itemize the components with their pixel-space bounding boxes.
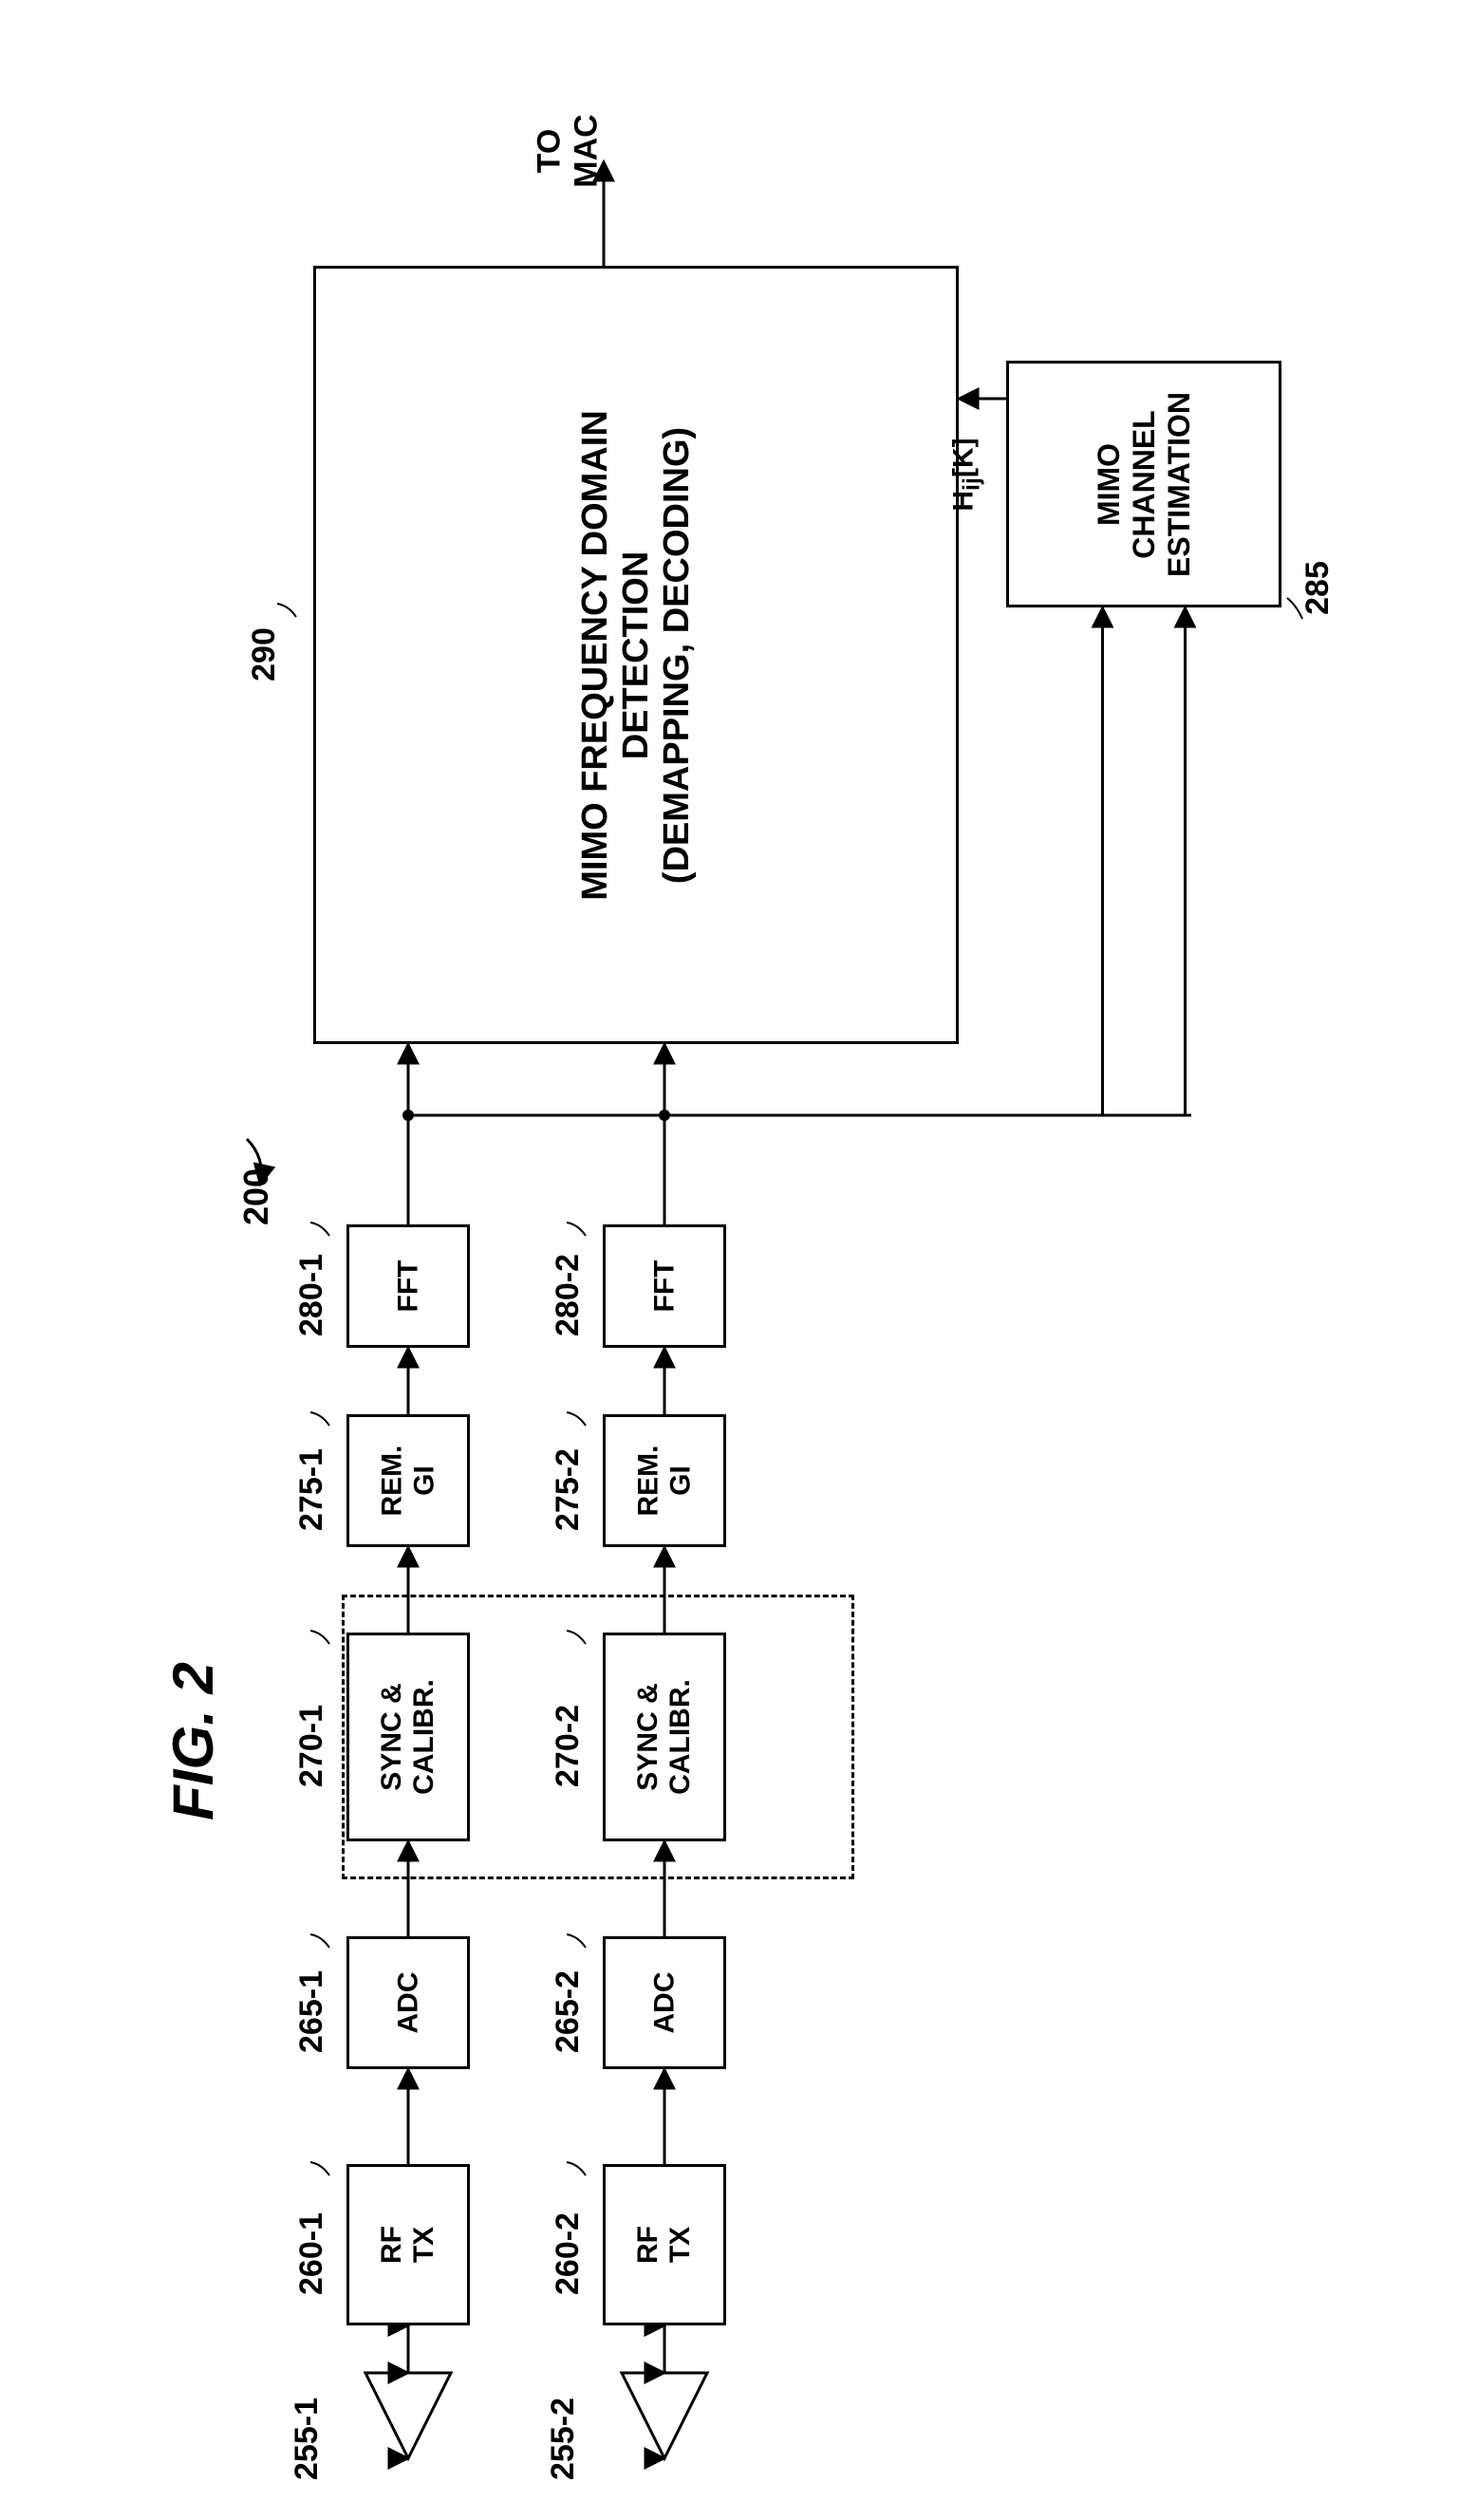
sync-ref: 270-2 — [550, 1705, 587, 1787]
system-ref-label: 200 — [236, 1168, 276, 1225]
rf-label: RF TX — [632, 2226, 697, 2264]
rem-ref: 275-2 — [550, 1448, 587, 1531]
adc-block: ADC — [346, 1936, 470, 2069]
fft-ref: 280-1 — [293, 1254, 330, 1336]
sync-block: SYNC & CALIBR. — [346, 1633, 470, 1841]
adc-ref: 265-1 — [293, 1970, 330, 2053]
estimation-label: MIMOCHANNELESTIMATION — [1091, 392, 1196, 577]
fft-ref: 280-2 — [550, 1254, 587, 1336]
rf-block: RF TX — [603, 2164, 726, 2325]
rem-label: REM. GI — [376, 1446, 440, 1517]
adc-ref: 265-2 — [550, 1970, 587, 2053]
estimation-ref: 285 — [1299, 561, 1337, 615]
estimation-block: MIMOCHANNELESTIMATION — [1006, 361, 1281, 607]
rf-ref: 260-1 — [293, 2212, 330, 2295]
sync-label: SYNC & CALIBR. — [632, 1679, 697, 1795]
adc-label: ADC — [648, 1972, 681, 2034]
rem-label: REM. GI — [632, 1446, 697, 1517]
adc-label: ADC — [392, 1972, 424, 2034]
antenna-ref: 255-2 — [545, 2398, 582, 2480]
sync-ref: 270-1 — [293, 1705, 330, 1787]
rem-block: REM. GI — [346, 1414, 470, 1547]
fft-block: FFT — [346, 1224, 470, 1348]
rem-ref: 275-1 — [293, 1448, 330, 1531]
fft-block: FFT — [603, 1224, 726, 1348]
detection-block: MIMO FREQUENCY DOMAINDETECTION(DEMAPPING… — [313, 266, 959, 1044]
output-label: TO MAC — [532, 114, 606, 187]
detection-ref: 290 — [246, 627, 283, 681]
rem-block: REM. GI — [603, 1414, 726, 1547]
channel-matrix-label: Hij[K] — [948, 438, 986, 511]
sync-label: SYNC & CALIBR. — [376, 1679, 440, 1795]
rf-label: RF TX — [376, 2226, 440, 2264]
fft-label: FFT — [648, 1260, 681, 1313]
adc-block: ADC — [603, 1936, 726, 2069]
sync-block: SYNC & CALIBR. — [603, 1633, 726, 1841]
fft-label: FFT — [392, 1260, 424, 1313]
figure-title: FIG. 2 — [160, 1662, 226, 1820]
antenna-ref: 255-1 — [289, 2398, 326, 2480]
detection-label: MIMO FREQUENCY DOMAINDETECTION(DEMAPPING… — [575, 410, 698, 901]
rf-ref: 260-2 — [550, 2212, 587, 2295]
rf-block: RF TX — [346, 2164, 470, 2325]
